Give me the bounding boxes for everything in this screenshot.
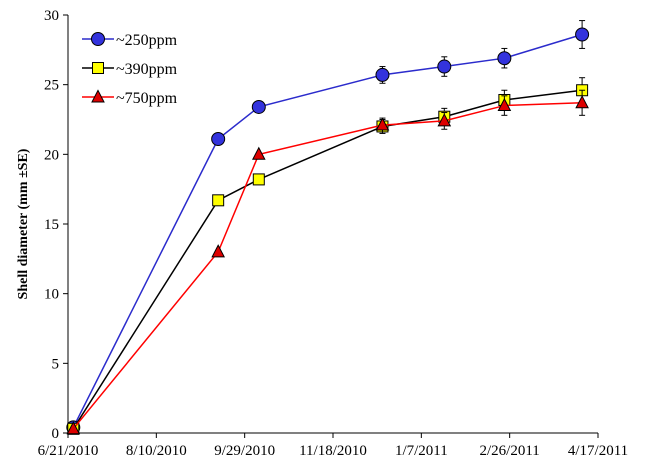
x-tick-label: 1/7/2011 [395,443,448,459]
series-line-390ppm [72,89,583,430]
data-point [252,173,265,186]
y-axis-ticks: 0 5 10 15 20 25 30 [44,8,68,442]
legend-label: ~390ppm [116,61,178,78]
x-tick-label: 11/18/2010 [299,443,367,459]
data-point [66,421,81,435]
plot-area: 0 5 10 15 20 25 30 6/21/2010 8/10/2010 9/29/2010… [38,8,629,459]
y-tick-label: 30 [44,8,59,24]
series-250ppm [66,20,590,435]
y-tick-label: 10 [44,287,59,303]
data-point [375,67,390,82]
x-tick-label: 6/21/2010 [38,443,99,459]
data-point [575,95,589,109]
series-750ppm [66,89,589,435]
y-tick-label: 20 [44,147,59,163]
data-point [437,59,452,74]
data-point [497,97,512,112]
legend-item-750ppm: ~750ppm [82,89,178,107]
data-point [437,113,452,127]
data-point [375,117,390,131]
data-point [211,132,226,147]
legend-item-250ppm: ~250ppm [82,32,178,49]
y-axis-label: Shell diameter (mm ±SE) [16,148,31,299]
x-tick-label: 8/10/2010 [126,443,187,459]
legend-marker [92,62,104,74]
legend-label: ~250ppm [116,32,178,49]
data-point [212,194,225,207]
series-line-750ppm [72,102,583,430]
y-tick-label: 5 [52,356,60,372]
legend-marker [91,89,105,103]
data-point [211,244,225,258]
legend-marker [91,32,105,46]
series-layer [66,20,590,435]
x-tick-label: 4/17/2011 [568,443,628,459]
data-point [497,51,512,66]
y-tick-label: 25 [44,78,59,94]
x-tick-label: 2/26/2011 [480,443,540,459]
y-tick-label: 0 [52,426,60,442]
legend: ~250ppm ~390ppm ~750ppm [82,32,178,107]
series-390ppm [67,77,589,435]
legend-label: ~750ppm [116,90,178,107]
data-point [575,27,590,42]
x-tick-label: 9/29/2010 [214,443,275,459]
legend-item-390ppm: ~390ppm [82,61,178,78]
data-point [251,99,266,114]
x-axis-ticks: 6/21/2010 8/10/2010 9/29/2010 11/18/2010 1/7… [38,433,628,459]
data-point [251,146,266,160]
y-tick-label: 15 [44,217,59,233]
